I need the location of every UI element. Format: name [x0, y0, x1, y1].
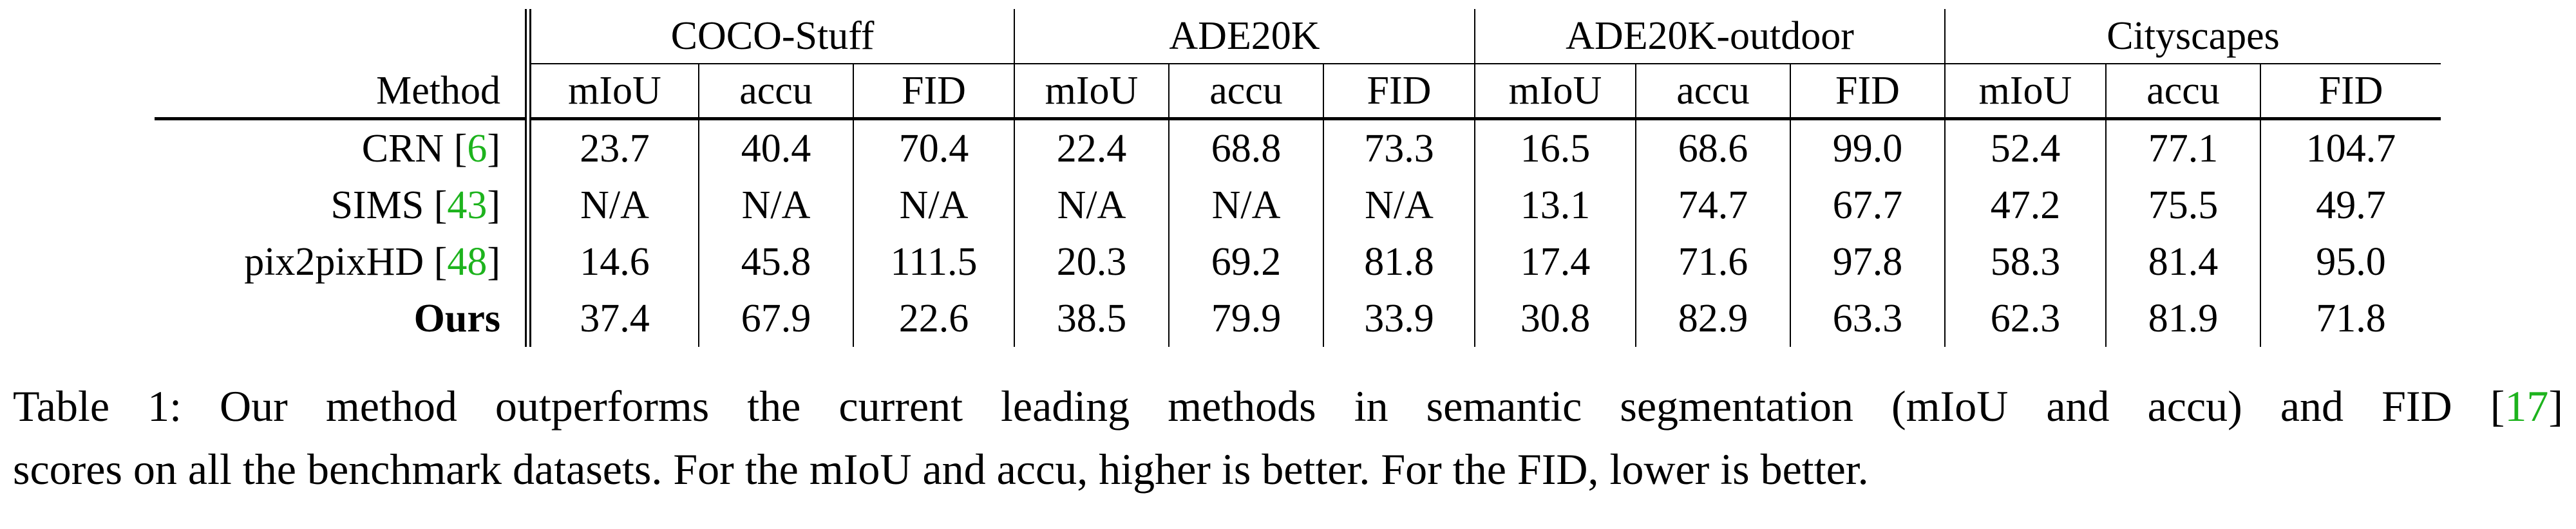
metric-header-fid: FID: [853, 64, 1015, 120]
value-cell: 75.5: [2106, 177, 2261, 234]
metric-header-accu: accu: [1169, 64, 1324, 120]
value-cell: 74.7: [1636, 177, 1791, 234]
method-cell: pix2pixHD [48]: [155, 234, 531, 290]
value-cell: 68.8: [1169, 118, 1324, 177]
method-name: Ours: [413, 297, 500, 340]
method-cell: SIMS [43]: [155, 177, 531, 234]
metric-header-accu: accu: [1636, 64, 1791, 120]
value-cell: 17.4: [1475, 234, 1636, 290]
value-cell: 69.2: [1169, 234, 1324, 290]
value-cell: 49.7: [2316, 183, 2386, 227]
value-cell: N/A: [699, 177, 854, 234]
citation-link[interactable]: 6: [467, 127, 488, 171]
method-name: SIMS: [330, 183, 424, 227]
metric-header-fid: FID: [2260, 64, 2441, 120]
value-cell: 33.9: [1323, 290, 1475, 347]
citation-link[interactable]: 48: [447, 240, 488, 284]
table-row: SIMS [43] N/A N/A N/A N/A N/A N/A 13.1 74.7 67.7 4…: [155, 177, 2441, 234]
value-cell: 70.4: [853, 118, 1015, 177]
value-cell: 58.3: [1945, 234, 2107, 290]
value-cell: 47.2: [1945, 177, 2107, 234]
value-cell: N/A: [1169, 177, 1324, 234]
value-cell: N/A: [853, 177, 1015, 234]
method-cell: Ours: [155, 290, 531, 347]
metric-header-miou: mIoU: [1475, 64, 1636, 120]
value-cell: 99.0: [1790, 118, 1946, 177]
value-cell: 81.9: [2106, 290, 2261, 347]
value-cell: 30.8: [1475, 290, 1636, 347]
value-cell: 111.5: [853, 234, 1015, 290]
value-cell: 71.8: [2316, 297, 2386, 340]
value-cell: 68.6: [1636, 118, 1791, 177]
group-header-cityscapes: Cityscapes: [1945, 9, 2441, 64]
metric-header-fid: FID: [1790, 64, 1946, 120]
value-cell: 67.7: [1790, 177, 1946, 234]
group-header-ade20k-outdoor: ADE20K-outdoor: [1475, 9, 1946, 64]
caption-text: ]: [2548, 382, 2563, 431]
table-caption: Table 1: Our method outperforms the curr…: [13, 375, 2563, 501]
value-cell: 95.0: [2316, 240, 2386, 284]
citation-bracket: ]: [487, 183, 500, 227]
caption-citation[interactable]: 17: [2505, 382, 2549, 431]
caption-line-1: Table 1: Our method outperforms the curr…: [13, 375, 2563, 438]
table-row: CRN [6] 23.7 40.4 70.4 22.4 68.8 73.3 16.5 68.6 9…: [155, 118, 2441, 177]
metric-header-miou: mIoU: [1945, 64, 2107, 120]
value-cell: 97.8: [1790, 234, 1946, 290]
value-cell: 20.3: [1014, 234, 1170, 290]
value-cell: 67.9: [699, 290, 854, 347]
value-cell: N/A: [1323, 177, 1475, 234]
value-cell: 22.6: [853, 290, 1015, 347]
metric-header-accu: accu: [2106, 64, 2261, 120]
method-column-header: Method: [155, 64, 531, 120]
value-cell: 23.7: [528, 118, 699, 177]
method-name: CRN: [361, 127, 444, 171]
method-name: pix2pixHD: [244, 240, 424, 284]
table-corner-cell: [155, 9, 531, 64]
value-cell: 37.4: [528, 290, 699, 347]
value-cell: 62.3: [1945, 290, 2107, 347]
method-cell: CRN [6]: [155, 118, 531, 177]
table-group-header-row: COCO-Stuff ADE20K ADE20K-outdoor Citysca…: [155, 9, 2441, 64]
caption-line-2: scores on all the benchmark datasets. Fo…: [13, 445, 1869, 494]
value-cell: 13.1: [1475, 177, 1636, 234]
value-cell: 82.9: [1636, 290, 1791, 347]
citation-bracket: [: [424, 183, 448, 227]
metric-header-accu: accu: [699, 64, 854, 120]
value-cell: 52.4: [1945, 118, 2107, 177]
value-cell: 16.5: [1475, 118, 1636, 177]
metric-header-miou: mIoU: [528, 64, 699, 120]
value-cell: 38.5: [1014, 290, 1170, 347]
citation-bracket: [: [424, 240, 448, 284]
citation-bracket: ]: [487, 240, 500, 284]
value-cell: 81.8: [1323, 234, 1475, 290]
value-cell: N/A: [528, 177, 699, 234]
table-row: pix2pixHD [48] 14.6 45.8 111.5 20.3 69.2 81.8 1…: [155, 234, 2441, 290]
value-cell: 45.8: [699, 234, 854, 290]
table-row: Ours 37.4 67.9 22.6 38.5 79.9 33.9 30.8 82.9 63.3…: [155, 290, 2441, 347]
group-header-coco-stuff: COCO-Stuff: [528, 9, 1015, 64]
value-cell: 63.3: [1790, 290, 1946, 347]
value-cell: 81.4: [2106, 234, 2261, 290]
table-metric-header-row: Method mIoU accu FID mIoU accu FID mIoU …: [155, 64, 2441, 120]
citation-bracket: [: [444, 127, 468, 171]
table-body: CRN [6] 23.7 40.4 70.4 22.4 68.8 73.3 16.5 68.6 9…: [155, 118, 2441, 347]
metric-header-miou: mIoU: [1014, 64, 1170, 120]
caption-text: Table 1: Our method outperforms the curr…: [13, 382, 2505, 431]
metric-header-fid: FID: [1323, 64, 1475, 120]
value-cell: 79.9: [1169, 290, 1324, 347]
value-cell: N/A: [1014, 177, 1170, 234]
value-cell: 104.7: [2306, 127, 2396, 171]
value-cell: 73.3: [1323, 118, 1475, 177]
citation-bracket: ]: [487, 127, 500, 171]
value-cell: 22.4: [1014, 118, 1170, 177]
value-cell: 77.1: [2106, 118, 2261, 177]
value-cell: 40.4: [699, 118, 854, 177]
citation-link[interactable]: 43: [447, 183, 488, 227]
value-cell: 14.6: [528, 234, 699, 290]
results-table: COCO-Stuff ADE20K ADE20K-outdoor Citysca…: [155, 9, 2441, 347]
group-header-ade20k: ADE20K: [1014, 9, 1475, 64]
value-cell: 71.6: [1636, 234, 1791, 290]
